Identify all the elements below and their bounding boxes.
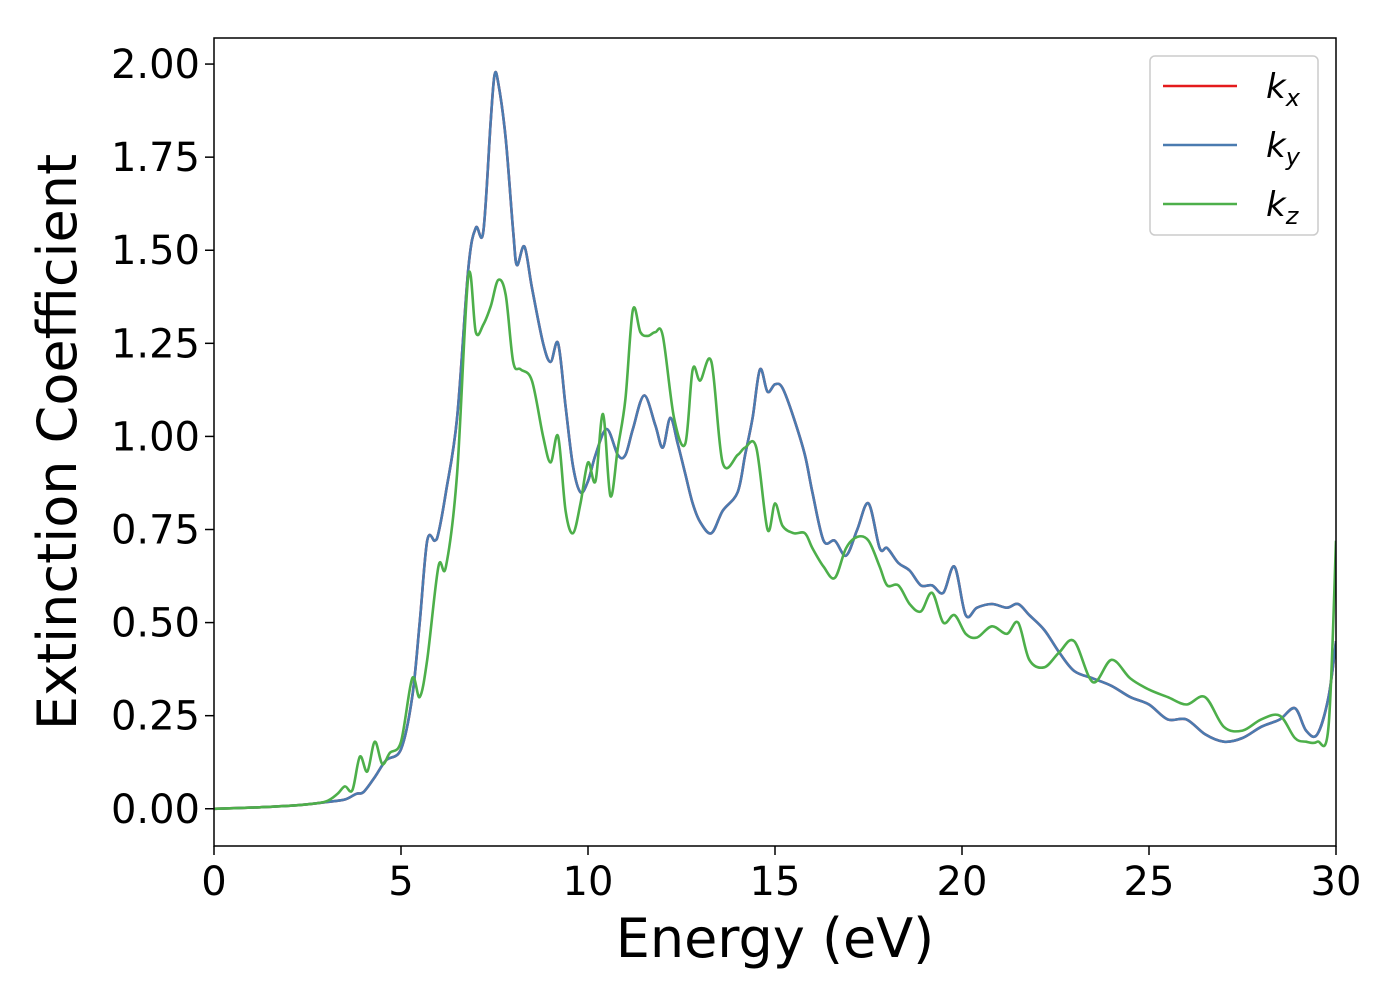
x-tick-label: 25 — [1124, 859, 1175, 905]
series-line-y — [214, 70, 1336, 811]
y-tick-label: 1.25 — [111, 321, 200, 367]
legend-label-subscript: y — [1285, 143, 1301, 171]
x-tick-label: 20 — [937, 859, 988, 905]
legend-label-subscript: z — [1285, 202, 1300, 230]
legend-label-x: kx — [1266, 67, 1301, 112]
legend-label-base: k — [1266, 126, 1287, 166]
x-tick-label: 15 — [750, 859, 801, 905]
legend-label-base: k — [1266, 67, 1287, 107]
x-tick-label: 5 — [388, 859, 413, 905]
legend-label-subscript: x — [1285, 84, 1301, 112]
x-axis-title: Energy (eV) — [616, 907, 935, 970]
y-tick-label: 0.50 — [111, 601, 200, 647]
y-tick-label: 0.25 — [111, 694, 200, 740]
y-axis-ticks: 0.00 0.25 0.50 0.75 1.00 1.25 1.50 1.75 2.00 — [111, 42, 214, 833]
y-tick-label: 1.75 — [111, 135, 200, 181]
x-tick-label: 30 — [1311, 859, 1362, 905]
y-tick-label: 1.50 — [111, 228, 200, 274]
y-tick-label: 0.75 — [111, 508, 200, 554]
x-tick-label: 0 — [201, 859, 226, 905]
legend-label-z: kz — [1266, 185, 1300, 230]
x-axis-ticks: 0 5 10 15 20 25 30 — [201, 846, 1361, 905]
y-tick-label: 2.00 — [111, 42, 200, 88]
series-line-z — [214, 270, 1336, 811]
legend-label-base: k — [1266, 185, 1287, 225]
y-tick-label: 1.00 — [111, 414, 200, 460]
y-axis-title: Extinction Coefficient — [26, 154, 89, 730]
y-tick-label: 0.00 — [111, 787, 200, 833]
x-tick-label: 10 — [563, 859, 614, 905]
series-layer — [214, 70, 1336, 811]
legend-label-y: ky — [1266, 126, 1301, 171]
